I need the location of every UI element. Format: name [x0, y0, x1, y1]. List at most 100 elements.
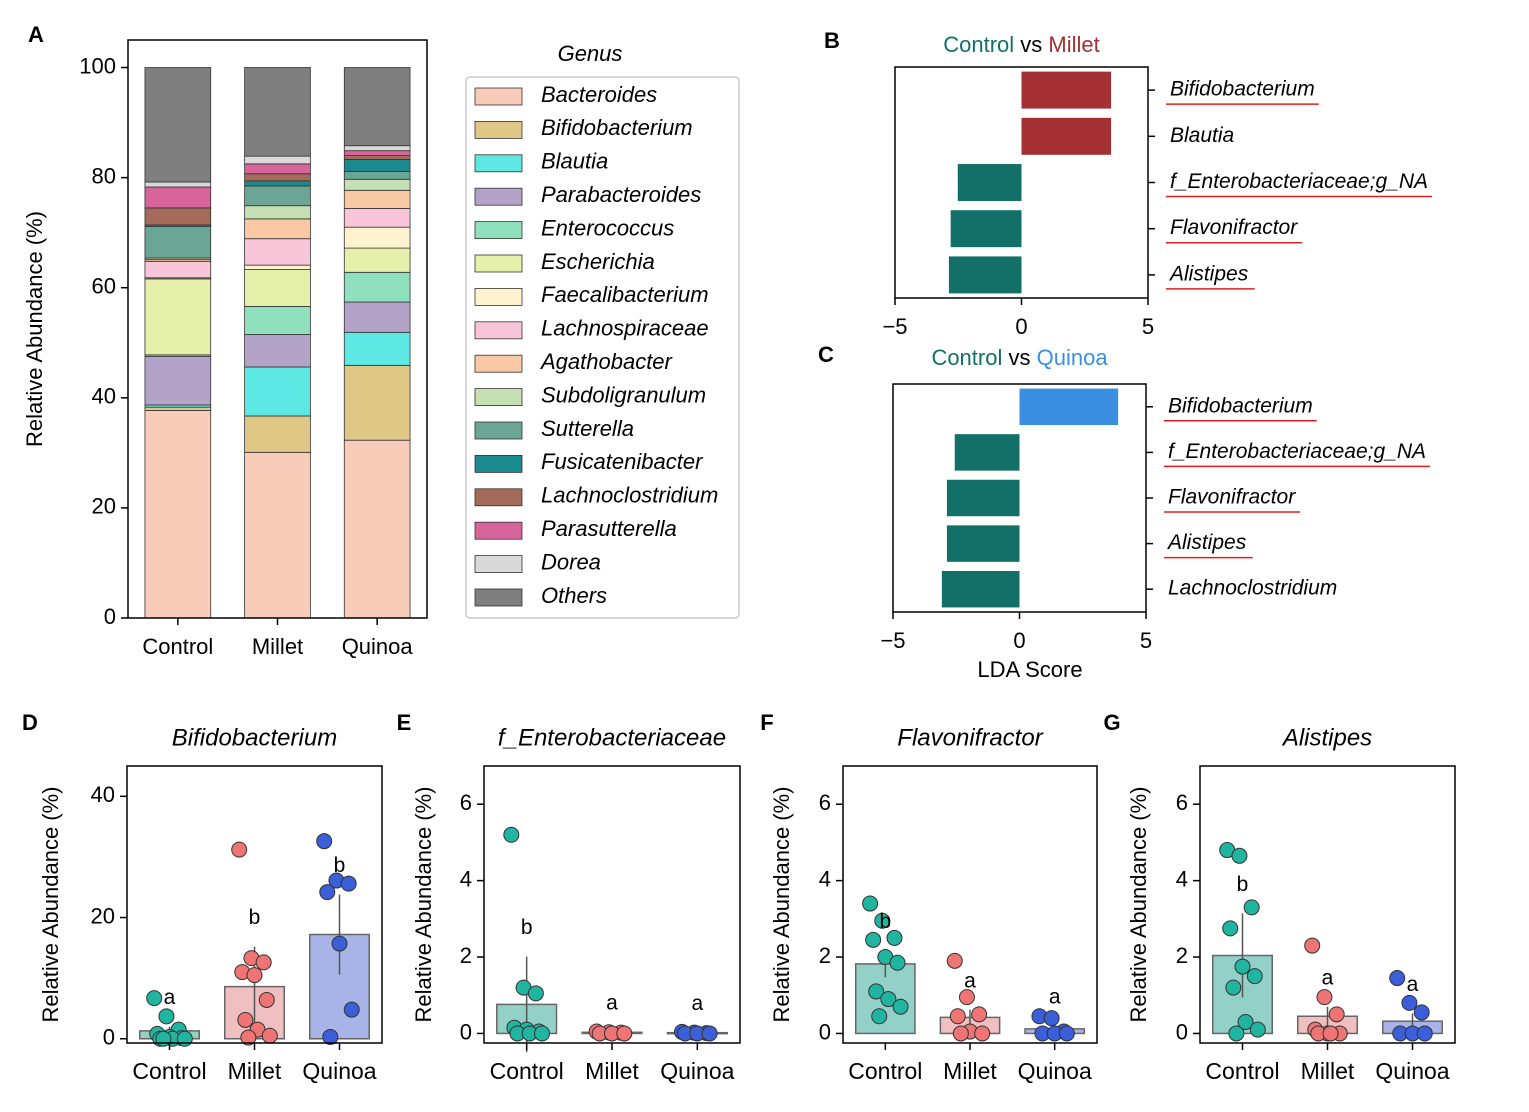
- data-point: [1246, 968, 1263, 985]
- y-tick-label: 6: [819, 790, 831, 815]
- bar-segment: [144, 186, 212, 209]
- data-point: [176, 1030, 193, 1047]
- data-point: [158, 1008, 175, 1025]
- legend-swatch: [474, 521, 523, 540]
- axes-frame: [126, 765, 383, 1044]
- bar-segment: [244, 451, 311, 619]
- bar-segment: [343, 364, 411, 441]
- x-tick-label: Quinoa: [302, 1058, 376, 1084]
- legend-swatch: [474, 388, 523, 407]
- bar: [950, 210, 1022, 248]
- bar-segment: [144, 410, 212, 619]
- y-tick-label: 0: [103, 1025, 115, 1050]
- y-axis-label: Relative Abundance (%): [1126, 786, 1151, 1022]
- bar-segment: [244, 218, 311, 240]
- category-label: Flavonifractor: [1168, 486, 1296, 509]
- bar-segment: [244, 205, 311, 220]
- data-point: [974, 1025, 991, 1042]
- panel-label: F: [760, 710, 773, 735]
- category-label: Alistipes: [1168, 262, 1249, 285]
- data-point: [892, 998, 909, 1015]
- data-point: [616, 1025, 633, 1042]
- legend-label: Escherichia: [541, 249, 655, 274]
- legend-label: Parabacteroides: [541, 182, 701, 207]
- legend-swatch: [474, 321, 523, 340]
- data-point: [949, 1008, 966, 1025]
- y-tick-label: 6: [460, 790, 472, 815]
- data-point: [1249, 1021, 1266, 1038]
- significance-letter: b: [879, 910, 891, 933]
- y-tick-label: 20: [91, 903, 115, 928]
- legend-label: Subdoligranulum: [541, 382, 706, 407]
- data-point: [1058, 1025, 1075, 1042]
- y-tick-label: 100: [79, 53, 116, 78]
- legend-label: Bifidobacterium: [541, 115, 693, 140]
- x-tick-label: Quinoa: [1018, 1058, 1092, 1084]
- bar: [957, 164, 1022, 201]
- category-label: f_Enterobacteriaceae;g_NA: [1168, 440, 1426, 463]
- y-tick-label: 0: [819, 1019, 831, 1044]
- bar: [1021, 71, 1112, 109]
- x-tick-label: Quinoa: [1375, 1058, 1449, 1084]
- y-tick-label: 40: [92, 384, 116, 409]
- bar-segment: [244, 155, 311, 165]
- data-point: [868, 983, 885, 1000]
- significance-letter: a: [964, 969, 976, 992]
- bar-segment: [343, 150, 411, 157]
- bar-segment: [343, 331, 411, 366]
- y-tick-label: 2: [1176, 943, 1188, 968]
- bar: [954, 434, 1020, 471]
- panel-label: B: [824, 28, 840, 53]
- significance-letter: a: [164, 986, 176, 1009]
- legend-swatch: [474, 488, 523, 507]
- data-point: [889, 954, 906, 971]
- legend-swatch: [474, 254, 523, 273]
- chart-title: Bifidobacterium: [172, 724, 337, 751]
- bar-segment: [144, 181, 212, 188]
- legend-label: Bacteroides: [541, 82, 657, 107]
- y-tick-label: 4: [460, 866, 472, 891]
- data-point: [958, 989, 975, 1006]
- x-tick-label: −5: [880, 628, 905, 653]
- title-part: Quinoa: [1037, 345, 1109, 370]
- bar-segment: [343, 67, 411, 147]
- data-point: [1237, 1013, 1254, 1030]
- bar-segment: [244, 269, 311, 307]
- axes-frame: [127, 39, 428, 619]
- data-point: [231, 841, 248, 858]
- significance-letter: a: [1407, 973, 1419, 996]
- legend-swatch: [474, 454, 523, 473]
- bar-segment: [144, 356, 212, 406]
- bar: [941, 570, 1020, 608]
- bar-segment: [244, 173, 311, 182]
- data-point: [503, 826, 520, 843]
- data-point: [331, 935, 348, 952]
- data-point: [880, 991, 897, 1008]
- axes-frame: [842, 765, 1098, 1044]
- panel-label: E: [397, 710, 412, 735]
- data-point: [971, 1006, 988, 1023]
- data-point: [1413, 1004, 1430, 1021]
- chart-title: Control vs Millet: [943, 32, 1100, 57]
- y-tick-label: 60: [92, 274, 116, 299]
- x-tick-label: 5: [1142, 314, 1154, 339]
- bar-segment: [144, 67, 212, 183]
- data-point: [261, 1027, 278, 1044]
- y-axis-label: Relative Abundance (%): [38, 786, 63, 1022]
- legend-label: Fusicatenibacter: [541, 449, 704, 474]
- data-point: [527, 985, 544, 1002]
- category-label: Bifidobacterium: [1168, 394, 1313, 417]
- data-point: [258, 991, 275, 1008]
- data-point: [1222, 920, 1239, 937]
- data-point: [534, 1025, 551, 1042]
- data-point: [343, 1001, 360, 1018]
- legend-swatch: [474, 555, 523, 573]
- legend-label: Parasutterella: [541, 516, 677, 541]
- axes-frame: [483, 765, 741, 1044]
- axes-frame: [1199, 765, 1456, 1044]
- bar-segment: [144, 278, 212, 356]
- data-point: [1234, 958, 1251, 975]
- data-point: [1389, 970, 1406, 987]
- x-tick-label: −5: [882, 314, 907, 339]
